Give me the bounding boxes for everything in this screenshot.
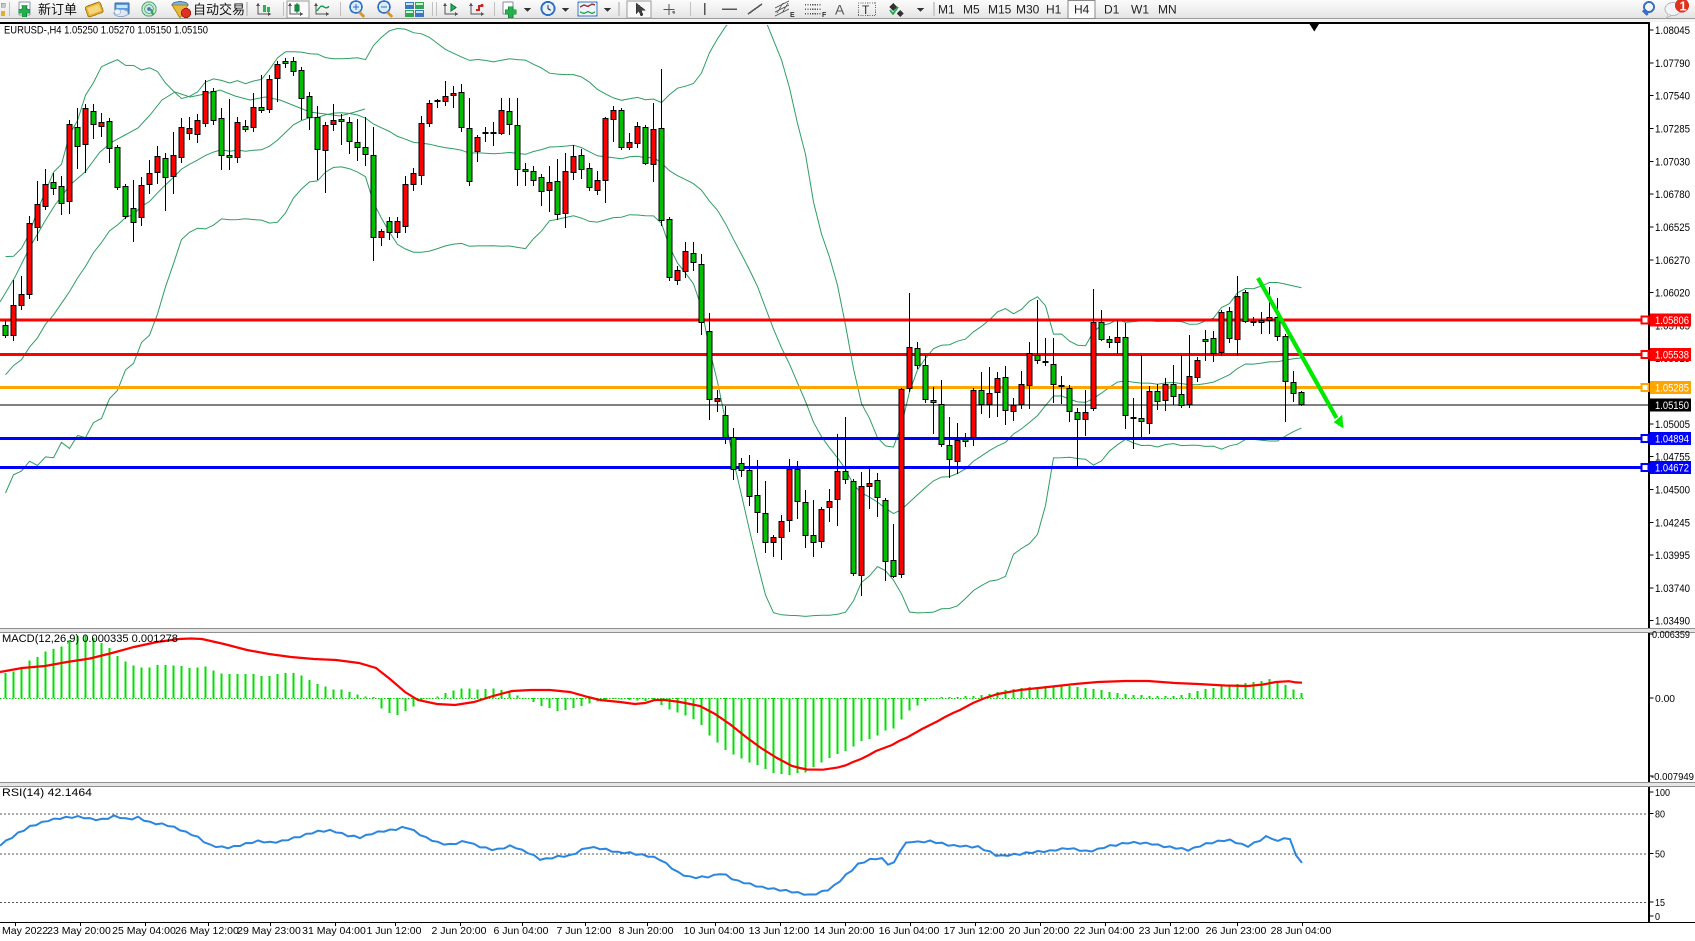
svg-text:1.04672: 1.04672 bbox=[1655, 463, 1689, 475]
svg-text:自动交易: 自动交易 bbox=[193, 2, 245, 17]
svg-text:1.03995: 1.03995 bbox=[1655, 550, 1690, 562]
svg-text:7 Jun 12:00: 7 Jun 12:00 bbox=[557, 925, 612, 936]
svg-text:1.07540: 1.07540 bbox=[1655, 90, 1690, 102]
svg-text:80: 80 bbox=[1655, 809, 1665, 821]
svg-text:A: A bbox=[835, 2, 845, 18]
svg-text:F: F bbox=[822, 12, 827, 19]
svg-text:6 Jun 04:00: 6 Jun 04:00 bbox=[494, 925, 549, 936]
svg-text:1 Jun 12:00: 1 Jun 12:00 bbox=[367, 925, 422, 936]
svg-text:29 May 23:00: 29 May 23:00 bbox=[237, 925, 301, 936]
svg-text:M5: M5 bbox=[963, 3, 980, 17]
svg-text:0.006359: 0.006359 bbox=[1652, 629, 1690, 641]
svg-text:23 Jun 12:00: 23 Jun 12:00 bbox=[1139, 925, 1200, 936]
svg-text:1.04755: 1.04755 bbox=[1655, 451, 1690, 463]
svg-text:E: E bbox=[790, 12, 795, 19]
svg-text:0: 0 bbox=[1655, 911, 1660, 923]
svg-text:D1: D1 bbox=[1104, 3, 1120, 17]
svg-text:1.07790: 1.07790 bbox=[1655, 58, 1690, 70]
svg-text:2 Jun 20:00: 2 Jun 20:00 bbox=[432, 925, 487, 936]
svg-text:1.03740: 1.03740 bbox=[1655, 583, 1690, 595]
svg-text:26 Jun 23:00: 26 Jun 23:00 bbox=[1206, 925, 1267, 936]
svg-text:26 May 12:00: 26 May 12:00 bbox=[175, 925, 239, 936]
svg-text:M15: M15 bbox=[988, 3, 1012, 17]
svg-text:1.05005: 1.05005 bbox=[1655, 419, 1690, 431]
svg-text:1.04245: 1.04245 bbox=[1655, 517, 1690, 529]
svg-text:1.06270: 1.06270 bbox=[1655, 255, 1690, 267]
svg-text:22 Jun 04:00: 22 Jun 04:00 bbox=[1074, 925, 1135, 936]
svg-text:1.05285: 1.05285 bbox=[1655, 383, 1689, 395]
svg-text:H1: H1 bbox=[1046, 3, 1062, 17]
svg-text:25 May 04:00: 25 May 04:00 bbox=[112, 925, 176, 936]
svg-text:M1: M1 bbox=[938, 3, 955, 17]
svg-text:1.05806: 1.05806 bbox=[1655, 315, 1689, 327]
svg-text:M30: M30 bbox=[1016, 3, 1040, 17]
svg-text:16 Jun 04:00: 16 Jun 04:00 bbox=[879, 925, 940, 936]
svg-text:W1: W1 bbox=[1131, 3, 1149, 17]
svg-text:15: 15 bbox=[1655, 897, 1665, 909]
svg-text:MACD(12,26,9) 0.000335 0.00127: MACD(12,26,9) 0.000335 0.001278 bbox=[2, 633, 178, 645]
svg-text:8 Jun 20:00: 8 Jun 20:00 bbox=[619, 925, 674, 936]
svg-text:10 Jun 04:00: 10 Jun 04:00 bbox=[684, 925, 745, 936]
svg-text:1.08045: 1.08045 bbox=[1655, 25, 1690, 37]
svg-text:23 May 20:00: 23 May 20:00 bbox=[47, 925, 111, 936]
svg-text:MN: MN bbox=[1158, 3, 1177, 17]
svg-text:20 Jun 20:00: 20 Jun 20:00 bbox=[1009, 925, 1070, 936]
svg-text:新订单: 新订单 bbox=[38, 2, 77, 17]
svg-text:31 May 04:00: 31 May 04:00 bbox=[302, 925, 366, 936]
svg-text:1.04500: 1.04500 bbox=[1655, 484, 1690, 496]
svg-text:1.06525: 1.06525 bbox=[1655, 222, 1690, 234]
svg-text:H4: H4 bbox=[1074, 3, 1090, 17]
svg-text:17 Jun 12:00: 17 Jun 12:00 bbox=[944, 925, 1005, 936]
svg-text:50: 50 bbox=[1655, 849, 1665, 861]
svg-text:EURUSD-,H4 1.05250 1.05270 1.: EURUSD-,H4 1.05250 1.05270 1.05150 1.051… bbox=[4, 25, 208, 37]
svg-text:28 Jun 04:00: 28 Jun 04:00 bbox=[1271, 925, 1332, 936]
svg-text:13 Jun 12:00: 13 Jun 12:00 bbox=[749, 925, 810, 936]
svg-text:May 2022: May 2022 bbox=[2, 925, 48, 936]
svg-text:1.06780: 1.06780 bbox=[1655, 189, 1690, 201]
svg-text:1: 1 bbox=[1680, 0, 1687, 14]
svg-text:-0.007949: -0.007949 bbox=[1651, 771, 1694, 783]
svg-text:1.05538: 1.05538 bbox=[1655, 350, 1689, 362]
svg-text:100: 100 bbox=[1655, 787, 1670, 799]
svg-text:14 Jun 20:00: 14 Jun 20:00 bbox=[814, 925, 875, 936]
svg-text:0.00: 0.00 bbox=[1655, 693, 1675, 705]
svg-text:1.06020: 1.06020 bbox=[1655, 287, 1690, 299]
svg-text:1.04894: 1.04894 bbox=[1655, 434, 1689, 446]
svg-text:1.03490: 1.03490 bbox=[1655, 615, 1690, 627]
svg-text:RSI(14) 42.1464: RSI(14) 42.1464 bbox=[2, 787, 92, 799]
svg-text:T: T bbox=[862, 3, 870, 17]
svg-text:1.07030: 1.07030 bbox=[1655, 156, 1690, 168]
svg-text:1.05150: 1.05150 bbox=[1655, 400, 1689, 412]
svg-text:1.07285: 1.07285 bbox=[1655, 123, 1690, 135]
